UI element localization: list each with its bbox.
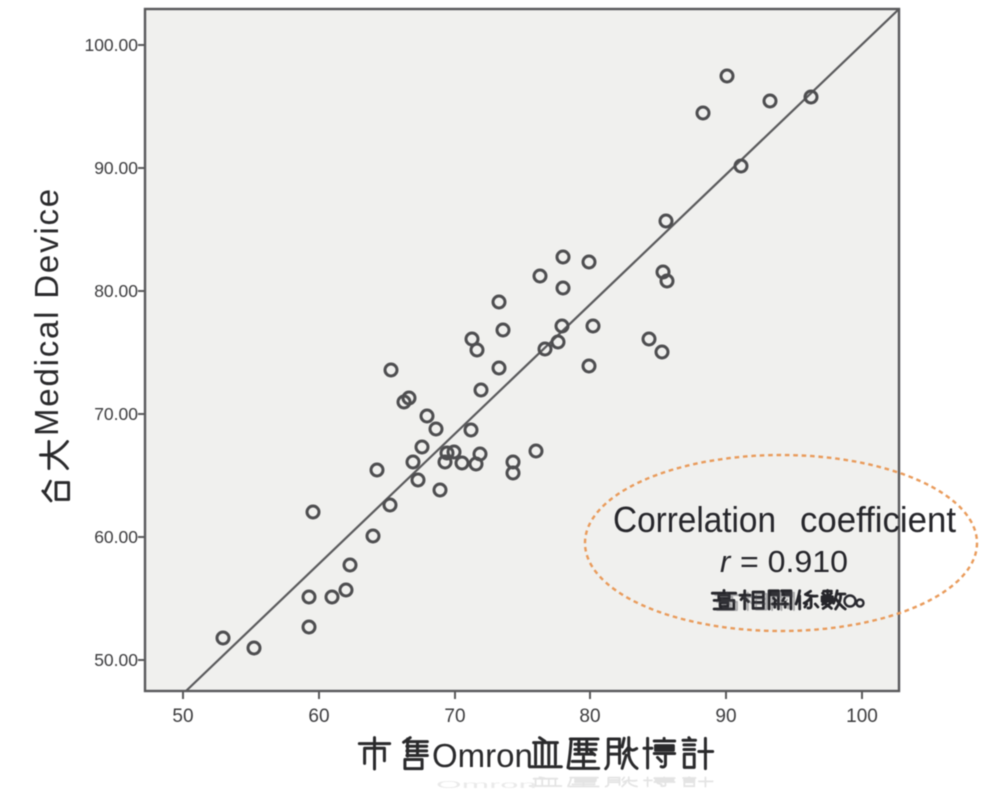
svg-text:80: 80 [579,706,600,727]
svg-text:70.00: 70.00 [94,404,138,424]
svg-text:Correlation: Correlation [613,499,776,540]
svg-text:Omron: Omron [432,737,533,774]
svg-text:100: 100 [846,706,878,727]
svg-text:50.00: 50.00 [94,650,138,670]
svg-text:90: 90 [715,706,736,727]
svg-text:coefficient: coefficient [800,499,956,540]
svg-text:= 0.910: = 0.910 [740,544,848,579]
svg-text:100.00: 100.00 [84,35,138,55]
svg-text:60.00: 60.00 [94,527,138,547]
svg-text:r: r [720,544,732,579]
svg-text:90.00: 90.00 [94,158,138,178]
svg-text:80.00: 80.00 [94,281,138,301]
svg-text:Medical Device: Medical Device [28,187,65,436]
svg-text:60: 60 [308,706,329,727]
svg-text:Omron: Omron [436,779,537,791]
svg-text:70: 70 [444,706,465,727]
svg-text:50: 50 [172,706,193,727]
